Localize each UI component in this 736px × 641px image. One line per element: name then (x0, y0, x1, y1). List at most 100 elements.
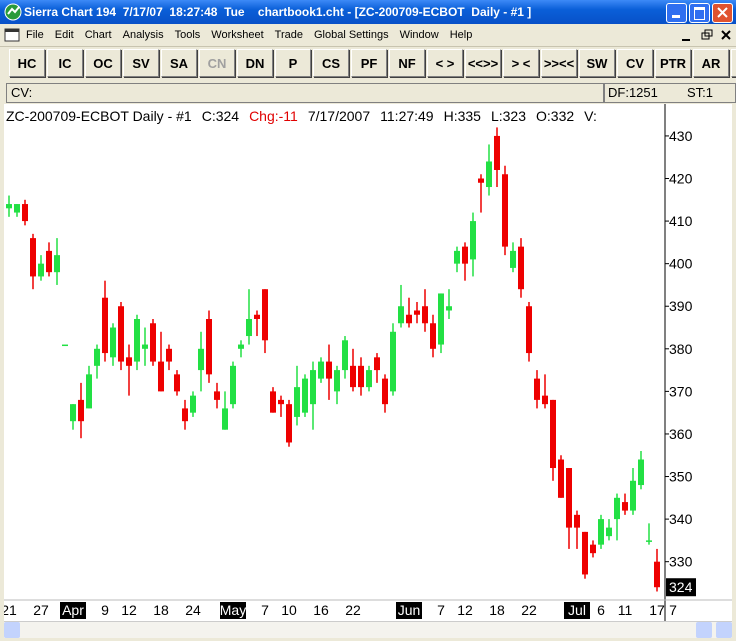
candle-body (78, 399, 84, 422)
candle-body (342, 340, 348, 371)
toolbar-button[interactable]: P (275, 49, 311, 77)
y-tick-label: 400 (669, 256, 693, 272)
menu-item[interactable]: Tools (174, 29, 201, 41)
toolbar-button[interactable]: PF (351, 49, 387, 77)
window-title: Sierra Chart 194 7/17/07 18:27:48 Tue ch… (24, 5, 532, 19)
toolbar-button[interactable]: NF (389, 49, 425, 77)
toolbar-button[interactable]: > < (503, 49, 539, 77)
toolbar-button[interactable]: PTR (655, 49, 691, 77)
maximize-button[interactable] (689, 3, 710, 23)
candle-body (534, 378, 540, 400)
candle-body (14, 204, 20, 213)
x-tick-label: 7 (261, 602, 269, 618)
y-tick-label: 420 (669, 171, 693, 187)
scroll-thumb[interactable] (696, 622, 712, 638)
candle-body (126, 357, 132, 366)
info-item: V: (584, 108, 597, 124)
candle-body (182, 408, 188, 422)
toolbar-button[interactable]: >><< (541, 49, 577, 77)
y-tick-label: 360 (669, 426, 693, 442)
toolbar-button[interactable]: SA (161, 49, 197, 77)
info-item: L:323 (491, 108, 526, 124)
toolbar-button[interactable]: < > (427, 49, 463, 77)
scroll-left[interactable] (4, 622, 20, 638)
y-tick-label: 410 (669, 213, 693, 229)
toolbar-button[interactable]: <<>> (465, 49, 501, 77)
candle-body (286, 404, 292, 443)
x-tick-label: Jul (568, 602, 586, 618)
candle-body (478, 178, 484, 183)
candle-body (54, 255, 60, 273)
x-tick-label: 9 (101, 602, 109, 618)
month-label-bg (564, 602, 590, 619)
candle-body (150, 323, 156, 362)
mdi-buttons[interactable] (680, 29, 734, 43)
toolbar-button[interactable]: TL (731, 49, 736, 77)
candle-body (550, 399, 556, 469)
menu-item[interactable]: Help (449, 29, 473, 41)
toolbar-button[interactable]: SW (579, 49, 615, 77)
candle-body (270, 391, 276, 413)
menu-item[interactable]: Trade (274, 29, 303, 41)
x-tick-label: 18 (153, 602, 169, 618)
menu-bar: File Edit Chart Analysis Tools Worksheet Trade… (0, 25, 736, 47)
candle-body (438, 293, 444, 345)
menu-item[interactable]: File (26, 29, 44, 41)
scroll-right[interactable] (716, 622, 732, 638)
x-tick-label: May (220, 602, 246, 618)
menu-item[interactable]: Edit (54, 29, 74, 41)
toolbar-button[interactable]: IC (47, 49, 83, 77)
x-tick-label: 12 (121, 602, 137, 618)
toolbar-button[interactable]: SV (123, 49, 159, 77)
candle-body (206, 319, 212, 375)
menu-item[interactable]: Worksheet (211, 29, 264, 41)
toolbar-button[interactable]: DN (237, 49, 273, 77)
close-button[interactable] (712, 3, 733, 23)
scrollbar[interactable] (4, 621, 732, 638)
candle-body (558, 459, 564, 498)
x-tick-label: 10 (281, 602, 297, 618)
menu-item[interactable]: Analysis (122, 29, 164, 41)
x-tick-label: Apr (62, 602, 84, 618)
candle-body (166, 348, 172, 362)
candle-body (46, 250, 52, 273)
candle-body (302, 378, 308, 413)
toolbar: HC IC OC SV SA CN DN P CS PF NF < > <<>> > < >><< SW CV P… (9, 49, 736, 77)
candle-body (654, 561, 660, 588)
candle-body (102, 297, 108, 354)
candle-body (502, 174, 508, 247)
y-tick-label: 370 (669, 383, 693, 399)
candle-body (198, 348, 204, 371)
toolbar-button[interactable]: HC (9, 49, 45, 77)
toolbar-button[interactable]: CS (313, 49, 349, 77)
month-label-bg (60, 602, 86, 619)
candle-body (230, 365, 236, 405)
x-tick-label: 7 (437, 602, 445, 618)
toolbar-button[interactable]: OC (85, 49, 121, 77)
candle-body (190, 395, 196, 413)
y-tick-label: 380 (669, 341, 693, 357)
x-tick-label: 22 (521, 602, 537, 618)
candle-body (422, 306, 428, 324)
toolbar-button[interactable]: CV (617, 49, 653, 77)
candle-body (646, 540, 652, 542)
candle-body (334, 370, 340, 392)
last-price-bg (666, 578, 696, 597)
candle-body (622, 502, 628, 511)
candle-body (398, 306, 404, 324)
candle-body (526, 306, 532, 354)
toolbar-button[interactable]: AR (693, 49, 729, 77)
candle-body (326, 361, 332, 379)
info-item: C:324 (202, 108, 240, 124)
menu-item[interactable]: Window (399, 29, 439, 41)
menu-item[interactable]: Chart (84, 29, 112, 41)
minimize-button[interactable] (666, 3, 687, 23)
info-item: ZC-200709-ECBOT Daily - #1 (6, 108, 192, 124)
candle-body (142, 344, 148, 349)
candle-body (582, 531, 588, 575)
menu-item[interactable]: Global Settings (313, 29, 389, 41)
toolbar-button[interactable]: CN (199, 49, 235, 77)
candle-body (262, 289, 268, 341)
candle-body (614, 497, 620, 520)
